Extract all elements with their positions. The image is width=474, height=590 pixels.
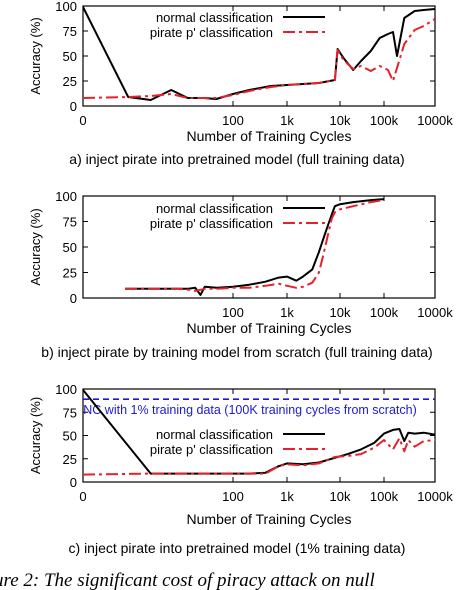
x-tick-label: 100 [222,113,244,128]
x-tick-label: 1000k [417,489,453,504]
x-tick-label: 1k [280,113,294,128]
legend-label: normal classification [156,201,273,216]
y-tick-label: 100 [55,382,77,397]
y-tick-label: 25 [63,74,77,89]
series-group [83,6,435,101]
y-tick-label: 100 [55,0,77,14]
chart-caption: c) inject pirate into pretrained model (… [69,540,406,556]
y-tick-label: 50 [63,429,77,444]
chart-c: 0 25 50 75 100 0 100 1k 10k 100k 1000k Number of Tr… [28,382,453,556]
legend-label: normal classification [156,10,273,25]
x-tick-label: 0 [79,113,86,128]
legend-label: pirate p' classification [150,216,273,231]
reference-annotation: NC with 1% training data (100K training … [83,403,416,417]
chart-a: 0 25 50 75 100 0 100 1k 10k 100k 1000k Number of Tr… [28,0,453,167]
x-tick-label: 1k [280,305,294,320]
y-tick-label: 50 [63,49,77,64]
legend-label: pirate p' classification [150,25,273,40]
series-pirate-line [83,437,435,476]
series-group [83,389,435,476]
x-tick-label: 100 [222,305,244,320]
y-tick-label: 75 [63,405,77,420]
x-tick-label: 1000k [417,113,453,128]
y-axis-label: Accuracy (%) [28,208,43,285]
x-tick-label: 100k [370,113,399,128]
chart-b: 0 25 50 75 100 100 1k 10k 100k 1000k Number of Tra… [28,189,453,360]
y-tick-label: 50 [63,240,77,255]
x-axis-label: Number of Training Cycles [187,128,352,144]
x-tick-label: 10k [330,305,351,320]
chart-caption: a) inject pirate into pretrained model (… [69,151,404,167]
x-tick-label: 10k [330,489,351,504]
x-tick-label: 0 [79,489,86,504]
series-pirate-line [83,18,435,99]
legend-label: normal classification [156,427,273,442]
y-tick-label: 100 [55,189,77,204]
series-normal-line [125,198,385,296]
y-tick-label: 75 [63,215,77,230]
x-axis-label: Number of Training Cycles [187,320,352,336]
legend-label: pirate p' classification [150,442,273,457]
y-tick-label: 0 [70,475,77,490]
y-tick-label: 25 [63,266,77,281]
x-tick-label: 100k [370,489,399,504]
chart-caption: b) inject pirate by training model from … [41,344,432,360]
y-tick-label: 0 [70,99,77,114]
x-tick-label: 100k [370,305,399,320]
x-tick-label: 1000k [417,305,453,320]
x-tick-label: 100 [222,489,244,504]
y-tick-label: 0 [70,291,77,306]
series-group [125,198,385,296]
y-axis-label: Accuracy (%) [28,17,43,94]
series-pirate-line [125,199,385,292]
y-tick-label: 75 [63,24,77,39]
x-tick-label: 10k [330,113,351,128]
y-axis-label: Accuracy (%) [28,397,43,474]
x-axis-label: Number of Training Cycles [187,511,352,527]
y-tick-label: 25 [63,452,77,467]
figure-caption: ure 2: The significant cost of piracy at… [0,570,375,590]
x-tick-label: 1k [280,489,294,504]
